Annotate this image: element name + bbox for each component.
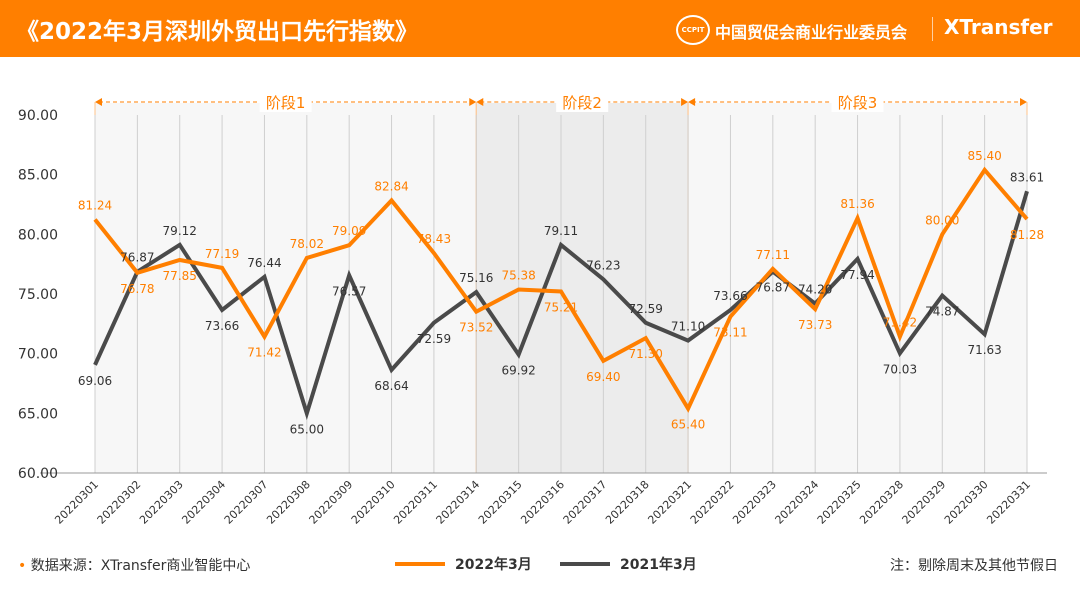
legend-label: 2022年3月 xyxy=(455,556,532,573)
data-label-2022: 75.38 xyxy=(501,268,535,282)
x-tick-label: 20220302 xyxy=(95,478,144,527)
data-label-2021: 76.44 xyxy=(247,256,281,270)
phase-background xyxy=(95,103,477,473)
x-tick-label: 20220311 xyxy=(391,478,440,527)
x-tick-label: 20220310 xyxy=(349,478,398,527)
data-label-2022: 73.11 xyxy=(713,326,747,340)
divider xyxy=(932,17,933,41)
x-tick-label: 20220309 xyxy=(307,478,356,527)
data-label-2021: 72.59 xyxy=(417,332,451,346)
data-source-text: 数据来源：XTransfer商业智能中心 xyxy=(30,558,251,574)
data-label-2021: 75.16 xyxy=(459,271,493,285)
phase-label-bg xyxy=(556,92,609,112)
phase-label-bg xyxy=(259,92,312,112)
data-source: • 数据来源：XTransfer商业智能中心 xyxy=(18,558,251,574)
data-label-2021: 76.57 xyxy=(332,284,366,298)
x-tick-label: 20220325 xyxy=(815,478,864,527)
legend-label: 2021年3月 xyxy=(620,556,697,573)
data-label-2021: 72.59 xyxy=(629,302,663,316)
x-tick-label: 20220322 xyxy=(688,478,737,527)
x-tick-label: 20220304 xyxy=(179,478,228,527)
data-label-2021: 65.00 xyxy=(290,422,324,436)
data-label-2022: 80.00 xyxy=(925,213,959,227)
x-tick-label: 20220316 xyxy=(518,478,567,527)
data-label-2022: 81.24 xyxy=(78,199,112,213)
y-tick-label: 65.00 xyxy=(18,406,58,422)
x-tick-label: 20220331 xyxy=(984,478,1033,527)
y-tick-label: 70.00 xyxy=(18,347,58,363)
data-label-2022: 78.43 xyxy=(417,232,451,246)
data-label-2022: 85.40 xyxy=(967,149,1001,163)
header-banner: 《2022年3月深圳外贸出口先行指数》 CCPIT 中国贸促会商业行业委员会 X… xyxy=(0,0,1080,57)
data-label-2022: 82.84 xyxy=(374,179,408,193)
ccpit-logo: CCPIT xyxy=(676,15,710,45)
data-label-2021: 79.12 xyxy=(163,224,197,238)
data-label-2021: 73.66 xyxy=(205,319,239,333)
org-name: 中国贸促会商业行业委员会 xyxy=(715,23,908,42)
phase-label: 阶段1 xyxy=(266,94,306,112)
data-label-2021: 76.87 xyxy=(756,281,790,295)
x-tick-label: 20220314 xyxy=(434,478,483,527)
x-tick-label: 20220301 xyxy=(52,478,101,527)
data-label-2022: 71.42 xyxy=(883,316,917,330)
data-label-2022: 73.73 xyxy=(798,318,832,332)
x-tick-label: 20220323 xyxy=(730,478,779,527)
phase-label: 阶段3 xyxy=(838,94,878,112)
data-label-2021: 73.66 xyxy=(713,289,747,303)
x-tick-label: 20220307 xyxy=(222,478,271,527)
series-line xyxy=(93,166,1029,413)
data-label-2021: 74.87 xyxy=(925,305,959,319)
page-title: 《2022年3月深圳外贸出口先行指数》 xyxy=(16,19,419,45)
data-label-2021: 76.23 xyxy=(586,258,620,272)
x-tick-label: 20220308 xyxy=(264,478,313,527)
x-tick-label: 20220330 xyxy=(942,478,991,527)
data-label-2022: 79.09 xyxy=(332,224,366,238)
data-label-2022: 69.40 xyxy=(586,370,620,384)
phase-label-bg xyxy=(831,92,884,112)
phase-label: 阶段2 xyxy=(562,94,602,112)
x-tick-label: 20220315 xyxy=(476,478,525,527)
data-label-2021: 79.11 xyxy=(544,224,578,238)
data-label-2021: 76.87 xyxy=(120,251,154,265)
x-tick-label: 20220321 xyxy=(645,478,694,527)
data-label-2022: 77.85 xyxy=(163,269,197,283)
data-label-2021: 69.92 xyxy=(501,364,535,378)
x-tick-label: 20220303 xyxy=(137,478,186,527)
data-label-2022: 76.78 xyxy=(120,282,154,296)
x-tick-label: 20220324 xyxy=(773,478,822,527)
data-label-2021: 77.94 xyxy=(840,268,874,282)
data-label-2022: 65.40 xyxy=(671,418,705,432)
x-tick-label: 20220329 xyxy=(900,478,949,527)
y-tick-label: 60.00 xyxy=(18,466,58,482)
footnote: 注：剔除周末及其他节假日 xyxy=(890,558,1058,574)
data-label-2021: 69.06 xyxy=(78,374,112,388)
x-tick-label: 20220317 xyxy=(561,478,610,527)
phase-background xyxy=(476,103,689,473)
y-tick-label: 75.00 xyxy=(18,287,58,303)
data-label-2022: 71.42 xyxy=(247,346,281,360)
data-label-2022: 78.02 xyxy=(290,237,324,251)
brand-logo: XTransfer xyxy=(944,15,1053,39)
data-label-2021: 68.64 xyxy=(374,379,408,393)
data-label-2021: 71.63 xyxy=(967,343,1001,357)
data-label-2022: 75.21 xyxy=(544,300,578,314)
data-label-2021: 74.20 xyxy=(798,283,832,297)
y-tick-label: 85.00 xyxy=(18,168,58,184)
data-label-2022: 77.11 xyxy=(756,248,790,262)
data-label-2022: 81.36 xyxy=(840,197,874,211)
data-label-2021: 83.61 xyxy=(1010,170,1044,184)
data-label-2022: 71.30 xyxy=(629,347,663,361)
x-tick-label: 20220318 xyxy=(603,478,652,527)
x-tick-label: 20220328 xyxy=(857,478,906,527)
data-label-2021: 71.10 xyxy=(671,320,705,334)
y-tick-label: 90.00 xyxy=(18,108,58,124)
series-line xyxy=(93,190,1029,421)
data-label-2021: 70.03 xyxy=(883,362,917,376)
data-label-2022: 77.19 xyxy=(205,247,239,261)
data-label-2022: 73.52 xyxy=(459,321,493,335)
data-label-2022: 81.28 xyxy=(1010,228,1044,242)
y-tick-label: 80.00 xyxy=(18,227,58,243)
